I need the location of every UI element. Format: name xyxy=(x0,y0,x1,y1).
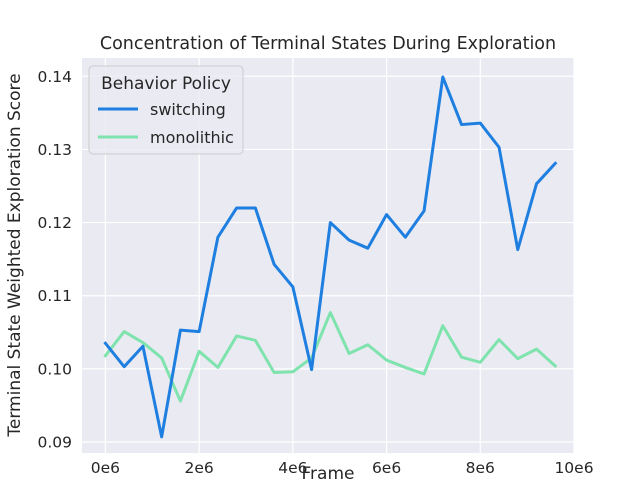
legend-title: Behavior Policy xyxy=(101,74,231,94)
series-line-switching xyxy=(103,75,558,439)
y-tick-label: 0.14 xyxy=(37,68,72,86)
series-lines xyxy=(103,75,558,439)
legend-label-monolithic: monolithic xyxy=(150,128,234,147)
x-axis-title: Frame xyxy=(302,464,355,480)
y-tick-label: 0.12 xyxy=(37,214,72,232)
legend: Behavior Policy switching monolithic xyxy=(88,65,244,155)
legend-box xyxy=(88,65,244,155)
tick-labels: 0.09 0.10 0.11 0.12 0.13 0.14 0e6 2e6 4e6 6e6 8e6 1… xyxy=(37,68,593,477)
y-tick-label: 0.13 xyxy=(37,141,72,159)
x-tick-label: 10e6 xyxy=(554,459,593,477)
x-tick-label: 2e6 xyxy=(185,459,214,477)
y-tick-label: 0.09 xyxy=(37,434,72,452)
x-tick-label: 8e6 xyxy=(466,459,495,477)
chart-title: Concentration of Terminal States During … xyxy=(100,34,556,54)
y-axis-title: Terminal State Weighted Exploration Scor… xyxy=(5,73,25,437)
legend-label-switching: switching xyxy=(150,100,226,119)
x-tick-label: 6e6 xyxy=(372,459,401,477)
y-tick-label: 0.10 xyxy=(37,360,72,378)
x-tick-label: 0e6 xyxy=(91,459,120,477)
series-line-monolithic xyxy=(103,311,558,403)
x-tick-label: 4e6 xyxy=(278,459,307,477)
y-tick-label: 0.11 xyxy=(37,287,72,305)
